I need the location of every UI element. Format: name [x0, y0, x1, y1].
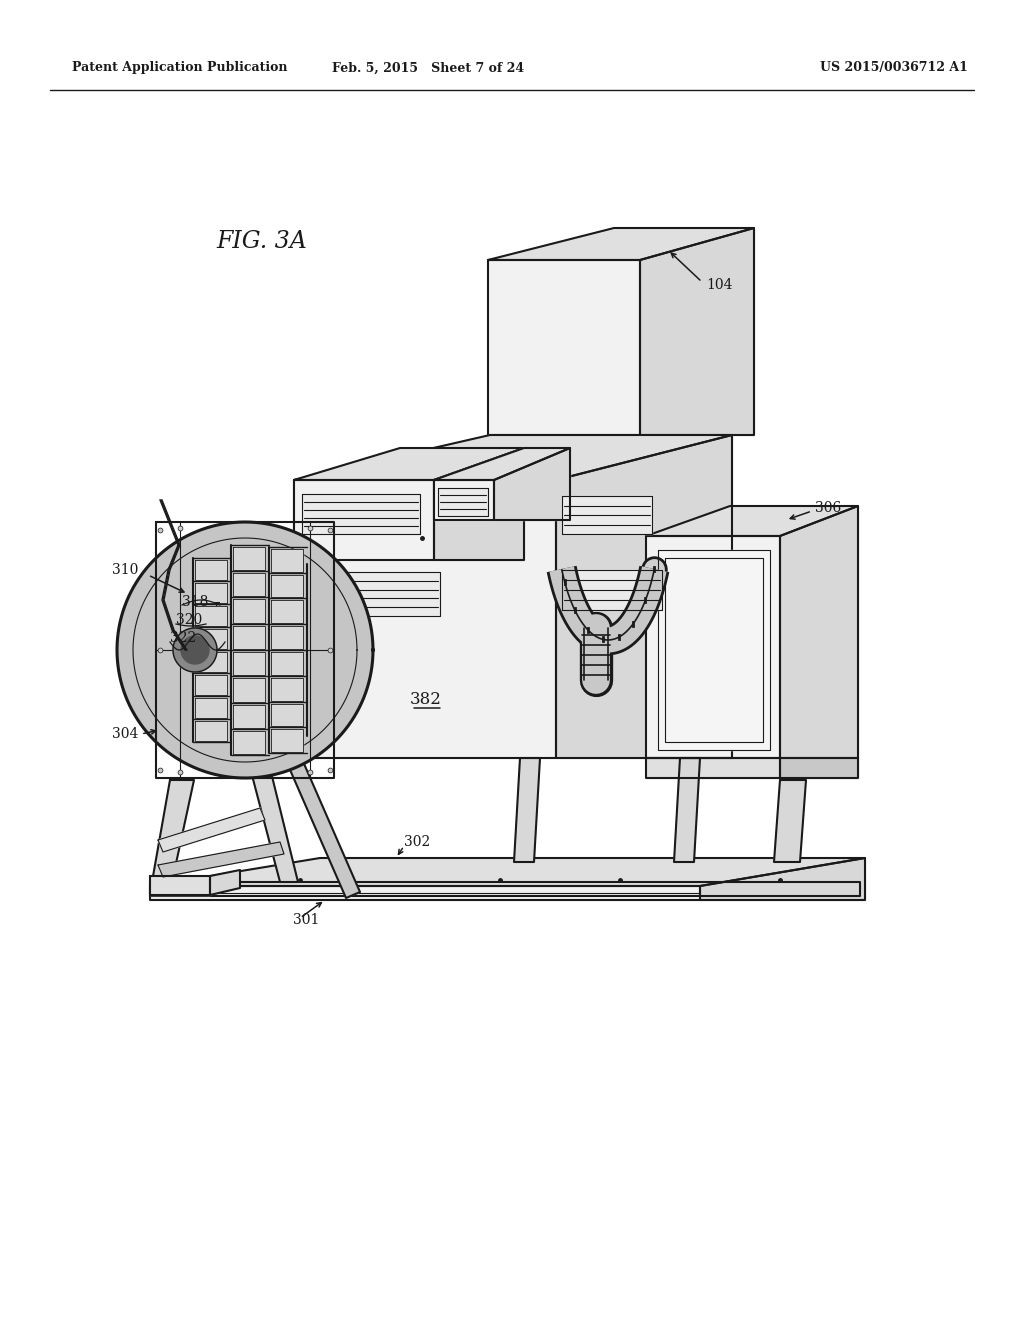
- Polygon shape: [195, 675, 227, 696]
- Text: 301: 301: [293, 913, 319, 927]
- Polygon shape: [294, 447, 524, 480]
- Polygon shape: [195, 582, 227, 603]
- Polygon shape: [494, 447, 570, 520]
- Polygon shape: [117, 521, 373, 777]
- Polygon shape: [488, 260, 640, 436]
- Polygon shape: [233, 705, 265, 727]
- Polygon shape: [271, 549, 303, 572]
- Polygon shape: [181, 636, 209, 664]
- Polygon shape: [233, 626, 265, 649]
- Text: Patent Application Publication: Patent Application Publication: [72, 62, 288, 74]
- Polygon shape: [674, 758, 700, 862]
- Polygon shape: [488, 228, 754, 260]
- Polygon shape: [271, 626, 303, 649]
- Text: 320: 320: [176, 612, 203, 627]
- Polygon shape: [294, 480, 556, 758]
- Polygon shape: [284, 750, 360, 898]
- Polygon shape: [640, 228, 754, 436]
- Polygon shape: [248, 760, 298, 882]
- Text: Feb. 5, 2015   Sheet 7 of 24: Feb. 5, 2015 Sheet 7 of 24: [332, 62, 524, 74]
- Text: 104: 104: [706, 279, 732, 292]
- Text: 322: 322: [170, 631, 197, 645]
- Text: 318: 318: [182, 595, 208, 609]
- Polygon shape: [150, 882, 860, 896]
- Polygon shape: [152, 780, 194, 882]
- Polygon shape: [434, 447, 524, 560]
- Polygon shape: [173, 628, 217, 672]
- Polygon shape: [195, 698, 227, 718]
- Polygon shape: [150, 858, 865, 886]
- Polygon shape: [658, 550, 770, 750]
- Polygon shape: [780, 506, 858, 758]
- Polygon shape: [271, 601, 303, 623]
- Polygon shape: [233, 652, 265, 676]
- Polygon shape: [210, 870, 240, 895]
- Text: 302: 302: [404, 836, 430, 849]
- Text: 310: 310: [112, 564, 138, 577]
- Polygon shape: [562, 570, 662, 610]
- Polygon shape: [780, 758, 858, 777]
- Polygon shape: [158, 808, 265, 851]
- Polygon shape: [195, 652, 227, 672]
- Polygon shape: [646, 536, 780, 758]
- Polygon shape: [233, 599, 265, 623]
- Polygon shape: [271, 677, 303, 701]
- Polygon shape: [271, 730, 303, 752]
- Polygon shape: [233, 678, 265, 701]
- Polygon shape: [562, 496, 652, 535]
- Polygon shape: [646, 506, 858, 536]
- Polygon shape: [434, 480, 494, 520]
- Polygon shape: [150, 886, 700, 900]
- Text: FIG. 3A: FIG. 3A: [217, 231, 307, 253]
- Text: 306: 306: [815, 502, 842, 515]
- Polygon shape: [233, 573, 265, 597]
- Polygon shape: [700, 858, 865, 900]
- Polygon shape: [556, 436, 732, 758]
- Polygon shape: [158, 842, 284, 876]
- Polygon shape: [150, 876, 210, 895]
- Text: 382: 382: [410, 692, 442, 709]
- Polygon shape: [271, 652, 303, 675]
- Polygon shape: [294, 480, 434, 560]
- Polygon shape: [233, 731, 265, 754]
- Polygon shape: [233, 546, 265, 570]
- Polygon shape: [195, 628, 227, 649]
- Polygon shape: [514, 758, 540, 862]
- Polygon shape: [438, 488, 488, 516]
- Polygon shape: [271, 574, 303, 598]
- Polygon shape: [434, 447, 570, 480]
- Polygon shape: [294, 436, 732, 480]
- Text: 304: 304: [112, 727, 138, 741]
- Polygon shape: [195, 721, 227, 742]
- Polygon shape: [774, 780, 806, 862]
- Polygon shape: [195, 560, 227, 579]
- Polygon shape: [302, 494, 420, 535]
- Text: US 2015/0036712 A1: US 2015/0036712 A1: [820, 62, 968, 74]
- Polygon shape: [195, 606, 227, 626]
- Polygon shape: [646, 758, 780, 777]
- Polygon shape: [302, 572, 440, 616]
- Polygon shape: [271, 704, 303, 726]
